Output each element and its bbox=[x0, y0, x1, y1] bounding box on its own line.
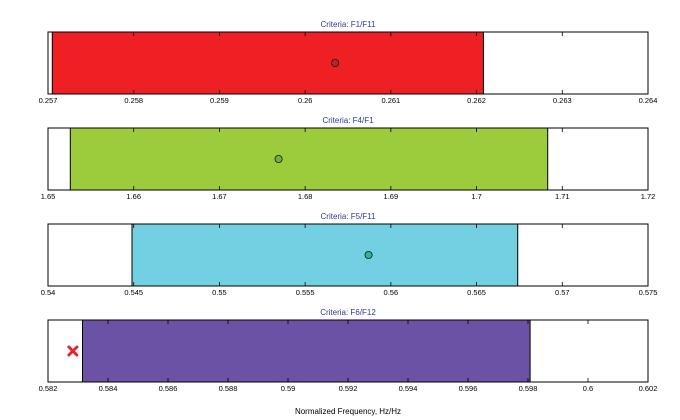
x-tick-label: 0.555 bbox=[296, 288, 315, 297]
x-tick-label: 0.586 bbox=[159, 384, 178, 393]
value-marker bbox=[331, 59, 340, 68]
panel-1: Criteria: F1/F11 0.257 0.258 0.259 0.26 0.261… bbox=[39, 20, 658, 105]
x-tick-label: 0.588 bbox=[219, 384, 238, 393]
x-tick-label: 1.71 bbox=[555, 192, 570, 201]
x-tick-label: 1.66 bbox=[126, 192, 141, 201]
x-tick-label: 0.565 bbox=[467, 288, 486, 297]
panel-4: Criteria: F6/F12 0.582 0.584 0.586 0.588 0.59… bbox=[39, 308, 658, 393]
x-tick-label: 0.582 bbox=[39, 384, 58, 393]
x-tick-label: 0.592 bbox=[339, 384, 358, 393]
axes-frame bbox=[47, 127, 649, 191]
x-tick-label: 0.264 bbox=[639, 96, 658, 105]
value-marker bbox=[364, 250, 373, 259]
range-bar bbox=[51, 31, 484, 95]
x-tick-label: 0.598 bbox=[519, 384, 538, 393]
x-axis-label: Normalized Frequency, Hz/Hz bbox=[295, 407, 401, 416]
x-tick-label: 0.263 bbox=[553, 96, 572, 105]
x-tick-label: 0.602 bbox=[639, 384, 658, 393]
x-tick-label: 0.545 bbox=[124, 288, 143, 297]
x-tick-label: 0.6 bbox=[583, 384, 593, 393]
range-bar bbox=[131, 223, 519, 287]
x-tick-label: 0.259 bbox=[210, 96, 229, 105]
x-tick-label: 0.596 bbox=[459, 384, 478, 393]
x-tick-label: 0.258 bbox=[124, 96, 143, 105]
value-marker bbox=[67, 345, 79, 357]
axes-frame bbox=[47, 223, 649, 287]
axes-frame bbox=[47, 31, 649, 95]
x-tick-label: 0.262 bbox=[467, 96, 486, 105]
x-tick-label: 0.59 bbox=[281, 384, 296, 393]
panel-title: Criteria: F1/F11 bbox=[321, 20, 377, 29]
panel-title: Criteria: F6/F12 bbox=[320, 308, 376, 317]
value-marker bbox=[274, 154, 283, 163]
x-tick-label: 0.55 bbox=[212, 288, 227, 297]
panel-title: Criteria: F5/F11 bbox=[321, 212, 377, 221]
panel-title: Criteria: F4/F1 bbox=[322, 116, 374, 125]
range-bar bbox=[69, 127, 549, 191]
x-tick-label: 1.69 bbox=[384, 192, 399, 201]
marker-center bbox=[70, 349, 75, 353]
x-tick-label: 0.257 bbox=[39, 96, 58, 105]
panel-3: Criteria: F5/F11 0.54 0.545 0.55 0.555 0.56 0.… bbox=[41, 212, 658, 297]
x-tick-label: 0.57 bbox=[555, 288, 570, 297]
x-tick-label: 1.7 bbox=[471, 192, 481, 201]
range-bar bbox=[82, 319, 531, 383]
x-tick-label: 0.261 bbox=[381, 96, 400, 105]
x-tick-label: 1.72 bbox=[641, 192, 656, 201]
x-tick-label: 0.54 bbox=[41, 288, 56, 297]
x-tick-label: 1.67 bbox=[212, 192, 227, 201]
x-tick-label: 1.65 bbox=[41, 192, 56, 201]
x-tick-label: 0.594 bbox=[399, 384, 418, 393]
x-tick-label: 0.584 bbox=[99, 384, 118, 393]
x-tick-label: 1.68 bbox=[298, 192, 313, 201]
panel-2: Criteria: F4/F1 1.65 1.66 1.67 1.68 1.69 1.7 1.… bbox=[41, 116, 656, 201]
x-tick-label: 0.26 bbox=[298, 96, 313, 105]
x-tick-label: 0.56 bbox=[384, 288, 399, 297]
x-tick-label: 0.575 bbox=[639, 288, 658, 297]
